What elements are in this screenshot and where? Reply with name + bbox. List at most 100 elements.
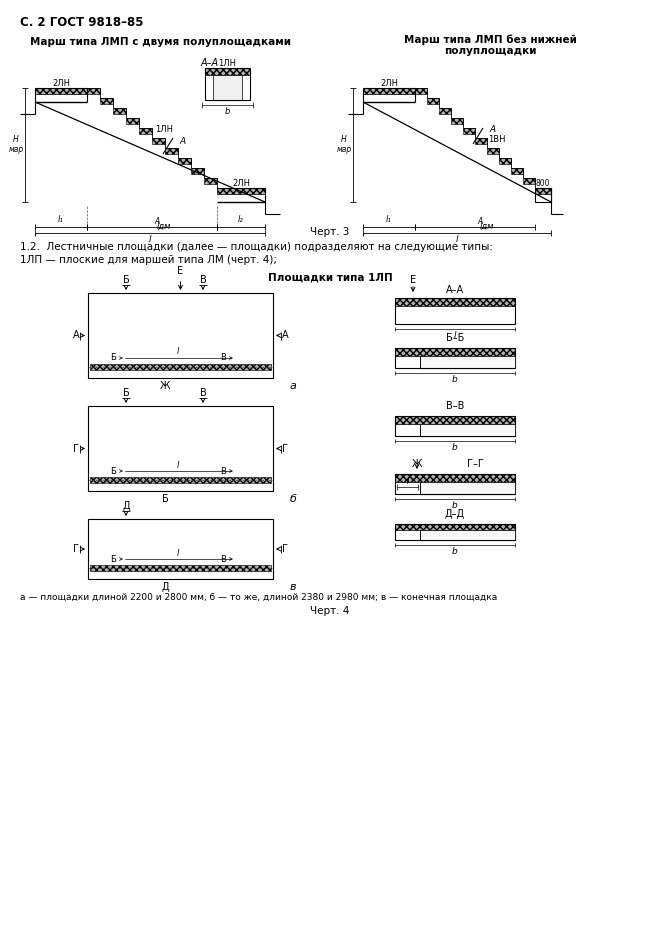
Text: Черт. 3: Черт. 3 [310,227,350,237]
Text: Г: Г [73,444,79,454]
Text: Н: Н [341,136,347,144]
Text: l: l [407,476,408,486]
Text: В–В: В–В [446,401,464,411]
Text: lдм: lдм [157,222,171,230]
Text: Д: Д [162,582,169,592]
Bar [523,178,535,184]
Bar [204,178,217,184]
Text: С. 2 ГОСТ 9818–85: С. 2 ГОСТ 9818–85 [20,17,143,30]
Text: а — площадки длиной 2200 и 2800 мм, б — то же, длиной 2380 и 2980 мм; в — конечн: а — площадки длиной 2200 и 2800 мм, б — … [20,592,497,602]
Text: b: b [225,108,230,116]
Text: 2ЛН: 2ЛН [232,179,250,187]
Bar [88,406,273,491]
Text: Е: Е [177,266,184,276]
Bar [535,188,551,194]
Bar [535,188,551,202]
Bar [205,68,250,100]
Text: Б: Б [123,388,130,398]
Bar [90,477,271,483]
Bar [152,138,165,144]
Bar [487,148,499,154]
Bar [90,565,271,571]
Text: Г: Г [73,544,79,554]
Bar [88,519,273,579]
Text: Марш типа ЛМП без нижней: Марш типа ЛМП без нижней [404,35,576,45]
Bar [395,474,515,494]
Text: l: l [176,461,179,470]
Text: А: А [490,125,496,135]
Bar [191,168,204,174]
Text: l₁: l₁ [58,215,64,225]
Text: а: а [290,381,296,391]
Text: 2ЛН: 2ЛН [52,79,70,87]
Bar [113,108,126,114]
Text: Г: Г [282,444,288,454]
Text: В: В [220,466,226,475]
Bar [139,128,152,134]
Text: l₁: l₁ [386,215,392,225]
Text: 2ЛН: 2ЛН [380,79,398,87]
Bar [88,293,273,378]
Text: Б: Б [162,494,169,504]
Bar [395,416,515,424]
Text: Г–Г: Г–Г [467,459,483,469]
Text: В: В [200,275,206,285]
Text: Д–Д: Д–Д [445,509,465,519]
Text: А: А [282,330,288,341]
Text: Д: Д [122,501,130,511]
Bar [126,118,139,124]
Bar [499,158,511,164]
Text: 1ЛН: 1ЛН [155,125,173,135]
Text: Ж: Ж [160,381,171,391]
Text: Г: Г [282,544,288,554]
Bar [395,474,515,482]
Bar [451,118,463,124]
Text: мар: мар [9,145,24,154]
Bar [511,168,523,174]
Text: Б: Б [110,466,116,475]
Text: А: А [180,137,186,145]
Text: b: b [452,444,458,452]
Text: 1ВН: 1ВН [488,136,506,144]
Text: 1.2.  Лестничные площадки (далее — площадки) подразделяют на следующие типы:: 1.2. Лестничные площадки (далее — площад… [20,242,493,252]
Text: б: б [290,494,296,504]
Bar [35,88,87,94]
Bar [395,298,515,324]
Bar [439,108,451,114]
Bar [395,524,515,530]
Text: Б–Б: Б–Б [446,333,464,343]
Text: l: l [453,331,456,341]
Text: l: l [455,235,458,243]
Bar [395,298,515,306]
Text: в: в [290,582,296,592]
Text: В: В [200,388,206,398]
Text: В: В [220,554,226,563]
Text: Площадки типа 1ЛП: Площадки типа 1ЛП [268,272,393,282]
Text: Б: Б [110,354,116,362]
Text: мар: мар [336,145,352,154]
Bar [395,524,515,540]
Bar [205,68,250,75]
Text: 800: 800 [536,179,550,187]
Bar [420,482,515,494]
Bar [165,148,178,154]
Text: полуплощадки: полуплощадки [444,46,536,56]
Text: Черт. 4: Черт. 4 [310,606,350,616]
Text: Е: Е [410,275,416,285]
Text: В: В [220,354,226,362]
Bar [100,98,113,104]
Text: А–А: А–А [446,285,464,295]
Text: А: А [155,216,159,226]
Bar [427,98,439,104]
Bar [213,75,242,100]
Bar [395,348,515,356]
Text: Марш типа ЛМП с двумя полуплощадками: Марш типа ЛМП с двумя полуплощадками [30,37,290,47]
Text: А: А [73,330,79,341]
Text: 1ЛН: 1ЛН [219,58,237,67]
Text: b: b [452,375,458,385]
Bar [87,88,100,94]
Text: А: А [477,216,483,226]
Text: l: l [176,548,179,558]
Text: b: b [452,502,458,510]
Text: Н: Н [13,136,19,144]
